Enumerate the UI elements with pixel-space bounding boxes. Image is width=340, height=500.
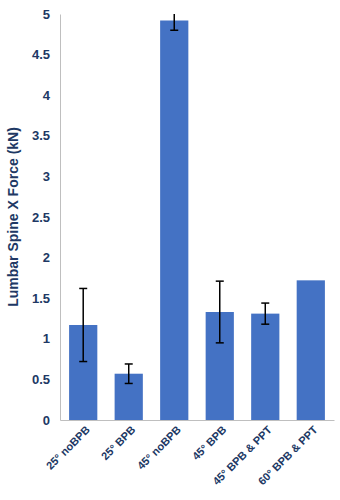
y-tick: 0 [43, 413, 60, 428]
y-tick-label: 3 [43, 169, 50, 184]
y-axis: 0 0.5 1 1.5 2 2.5 3 3.5 4 4.5 5 [32, 7, 61, 428]
y-tick: 3 [43, 169, 60, 184]
error-cap [125, 383, 133, 385]
y-tick-label: 0.5 [32, 372, 50, 387]
y-tick-label: 2 [43, 250, 50, 265]
x-tick-label: 60° BPB & PPT [256, 423, 320, 487]
error-cap [216, 280, 224, 282]
error-stem [173, 14, 175, 30]
error-cap [170, 29, 178, 31]
bar [251, 314, 279, 420]
y-tick: 4 [43, 88, 60, 103]
y-tick: 5 [43, 7, 60, 22]
y-tick: 2.5 [32, 210, 60, 225]
error-bar [261, 303, 269, 324]
x-tick-label: 25° BPB [99, 423, 138, 462]
y-tick: 0.5 [32, 372, 60, 387]
error-cap [261, 302, 269, 304]
error-bar [170, 14, 178, 30]
error-cap [79, 361, 87, 363]
plot: 00.511.522.533.544.5525° noBPB25° BPB45°… [32, 7, 335, 488]
error-stem [265, 303, 267, 324]
y-tick-label: 5 [43, 7, 50, 22]
x-tick: 45° noBPB [135, 420, 183, 472]
chart: 00.511.522.533.544.5525° noBPB25° BPB45°… [0, 0, 340, 500]
y-tick-label: 4 [43, 88, 51, 103]
x-tick-label: 25° noBPB [44, 423, 92, 471]
y-axis-title: Lumbar Spine X Force (kN) [5, 127, 21, 307]
error-stem [128, 364, 130, 383]
x-tick-label: 45° noBPB [135, 423, 183, 471]
y-tick: 1 [43, 331, 60, 346]
y-tick-label: 0 [43, 413, 50, 428]
bars [69, 14, 325, 420]
x-tick: 25° noBPB [44, 420, 92, 472]
x-axis: 25° noBPB25° BPB45° noBPB45° BPB45° BPB … [44, 420, 335, 487]
x-tick: 25° BPB [99, 420, 138, 462]
y-axis-line [60, 15, 61, 421]
x-tick: 45° BPB [190, 420, 229, 462]
error-stem [219, 281, 221, 343]
y-tick-label: 1 [43, 331, 50, 346]
error-cap [79, 288, 87, 290]
bar [160, 20, 188, 420]
y-tick-label: 2.5 [32, 210, 50, 225]
y-tick: 2 [43, 250, 60, 265]
error-bar [79, 288, 87, 361]
y-tick: 1.5 [32, 291, 60, 306]
error-cap [216, 342, 224, 344]
y-tick: 3.5 [32, 128, 60, 143]
y-tick-label: 4.5 [32, 47, 50, 62]
error-bar [125, 364, 133, 383]
x-axis-line [61, 420, 335, 421]
error-stem [82, 288, 84, 361]
y-tick: 4.5 [32, 47, 60, 62]
x-tick-label: 45° BPB [190, 423, 229, 462]
x-tick: 60° BPB & PPT [256, 420, 320, 487]
error-cap [125, 363, 133, 365]
bar [297, 280, 325, 420]
error-bar [216, 281, 224, 343]
error-cap [261, 323, 269, 325]
y-tick-label: 3.5 [32, 128, 50, 143]
y-tick-label: 1.5 [32, 291, 50, 306]
